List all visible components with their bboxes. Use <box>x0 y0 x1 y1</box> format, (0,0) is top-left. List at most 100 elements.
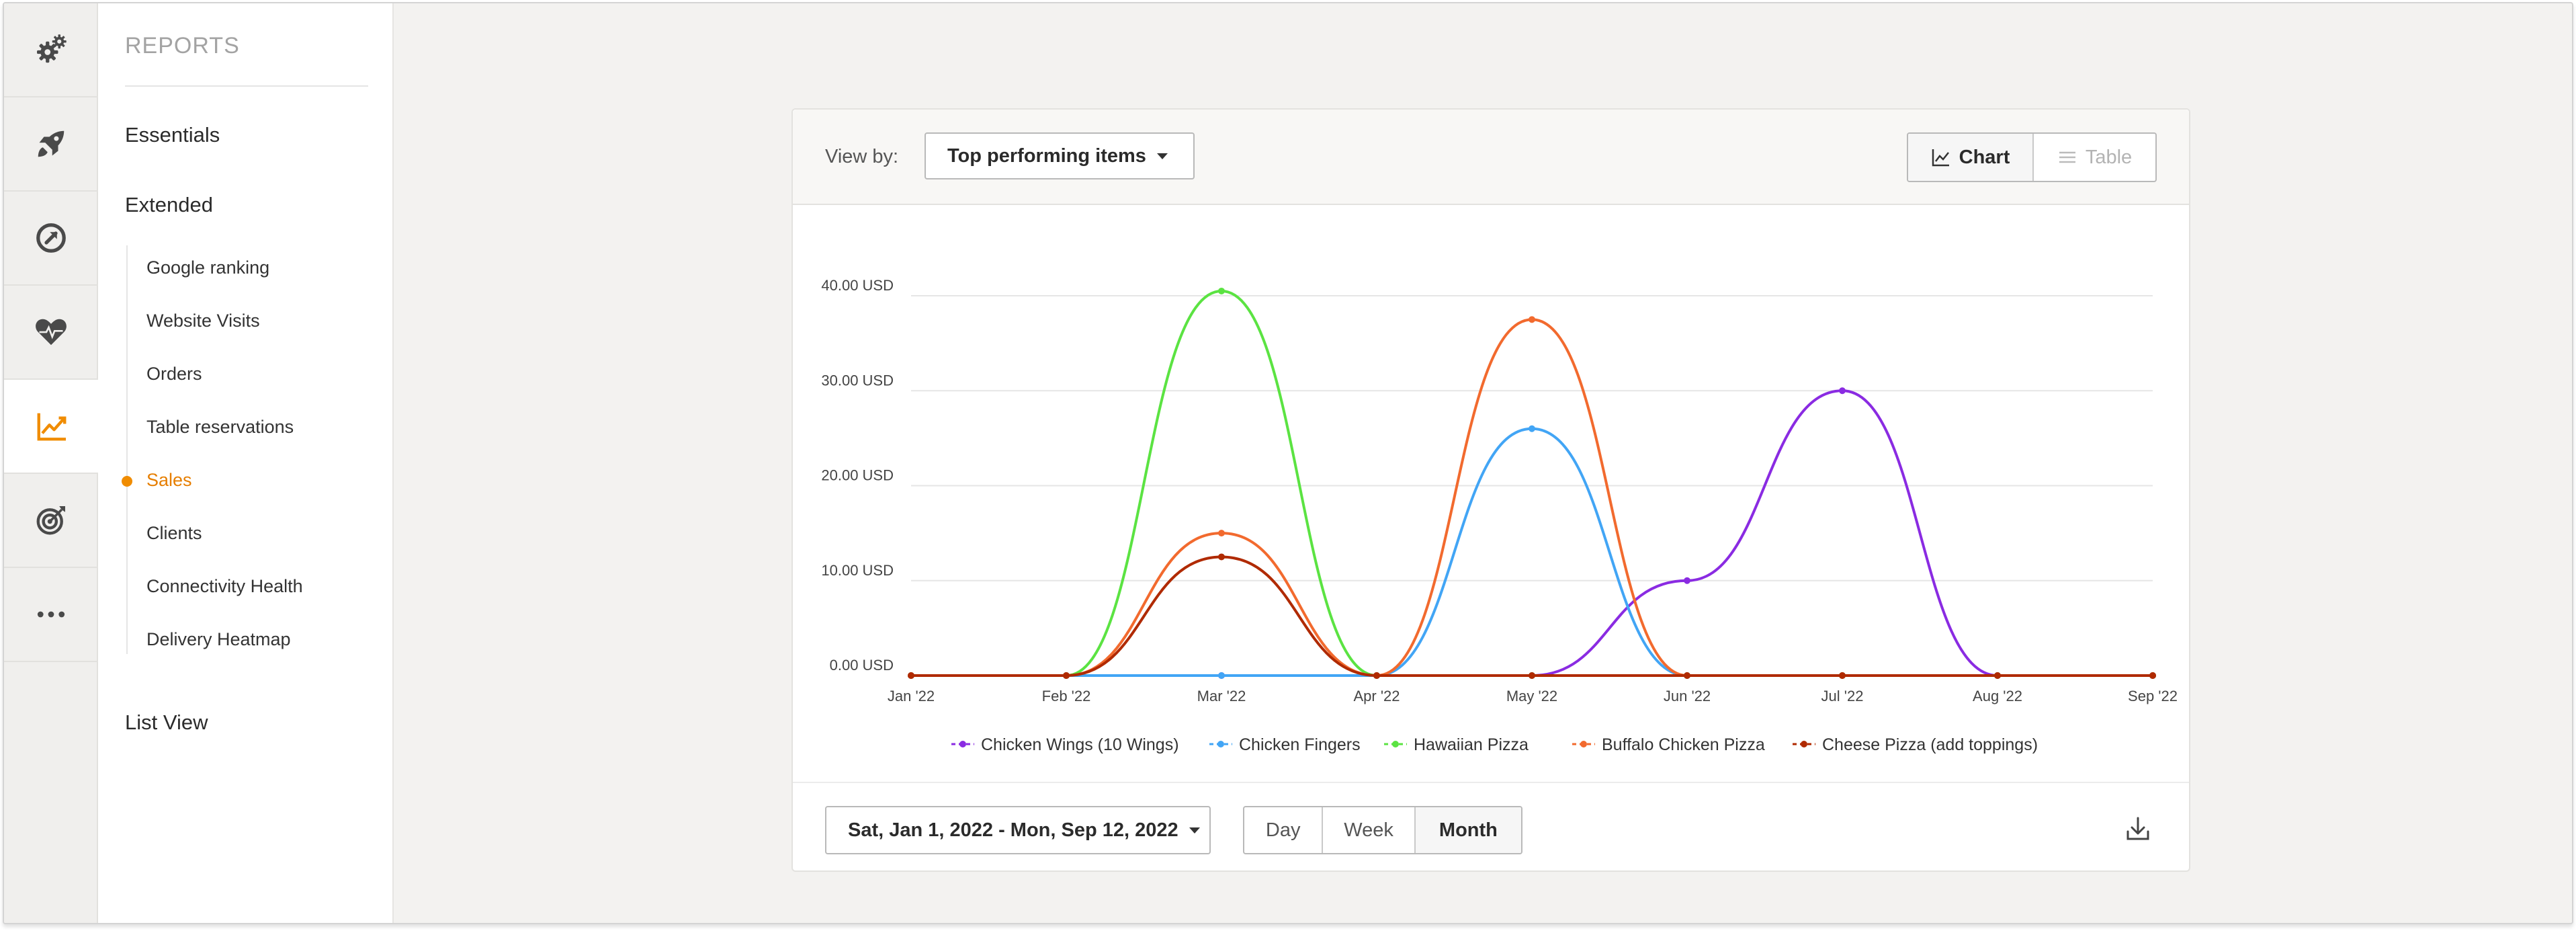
legend-label: Chicken Fingers <box>1239 735 1361 754</box>
chart-line-icon <box>1932 149 1949 167</box>
sales-line-chart: 0.00 USD 10.00 USD 20.00 USD 30.00 USD 40.00… <box>821 277 2178 754</box>
legend-item[interactable]: Chicken Fingers <box>1209 735 1361 754</box>
data-point[interactable] <box>908 672 914 679</box>
x-tick-label: Apr '22 <box>1353 688 1400 704</box>
icon-rail <box>4 3 99 923</box>
submenu-divider <box>125 85 368 87</box>
rail-item-performance[interactable] <box>4 192 98 286</box>
submenu-item-extended[interactable]: Extended <box>125 193 213 216</box>
data-point[interactable] <box>1529 425 1535 432</box>
legend-label: Cheese Pizza (add toppings) <box>1822 735 2038 754</box>
chart-legend[interactable]: Chicken Wings (10 Wings) Chicken Fingers H… <box>951 735 2038 754</box>
list-icon <box>2059 151 2075 163</box>
legend-item[interactable]: Cheese Pizza (add toppings) <box>1793 735 2038 754</box>
rocket-icon <box>38 130 65 157</box>
data-point[interactable] <box>1218 530 1225 537</box>
legend-marker <box>1801 741 1807 747</box>
submenu-item-essentials[interactable]: Essentials <box>125 123 220 147</box>
legend-item[interactable]: Buffalo Chicken Pizza <box>1572 735 1765 754</box>
legend-item[interactable]: Chicken Wings (10 Wings) <box>951 735 1179 754</box>
view-by-label: View by: <box>825 146 899 167</box>
table-view-button[interactable]: Table <box>2034 134 2155 181</box>
active-indicator-dot <box>122 476 132 487</box>
data-point[interactable] <box>1373 672 1380 679</box>
caret-down-icon <box>1156 153 1168 159</box>
chart-series <box>908 287 2156 679</box>
submenu-item-orders[interactable]: Orders <box>146 364 202 384</box>
chart-view-label: Chart <box>1959 146 2010 168</box>
submenu-item-website-visits[interactable]: Website Visits <box>146 311 260 331</box>
y-tick-label: 30.00 USD <box>821 372 894 389</box>
submenu-item-table-reservations[interactable]: Table reservations <box>146 417 294 437</box>
rail-item-launch[interactable] <box>4 97 98 192</box>
legend-label: Buffalo Chicken Pizza <box>1602 735 1765 754</box>
data-point[interactable] <box>2149 672 2156 679</box>
table-view-label: Table <box>2085 146 2133 168</box>
rail-item-marketing[interactable] <box>4 474 98 568</box>
data-point[interactable] <box>1529 316 1535 323</box>
data-point[interactable] <box>1839 387 1846 395</box>
rail-item-more[interactable] <box>4 568 98 662</box>
legend-label: Hawaiian Pizza <box>1414 735 1529 754</box>
target-icon <box>36 506 65 535</box>
granularity-day-button[interactable]: Day <box>1244 807 1324 853</box>
card-toolbar: View by: Top performing items Chart <box>793 110 2189 205</box>
legend-marker <box>959 741 966 747</box>
reports-submenu: REPORTS Essentials Extended Google ranki… <box>98 3 394 923</box>
submenu-item-google-ranking[interactable]: Google ranking <box>146 257 270 278</box>
x-tick-label: Aug '22 <box>1973 688 2022 704</box>
y-tick-label: 10.00 USD <box>821 562 894 579</box>
x-tick-label: Sep '22 <box>2128 688 2178 704</box>
submenu-item-list-view[interactable]: List View <box>125 711 208 734</box>
granularity-week-label: Week <box>1344 819 1393 841</box>
rail-item-health[interactable] <box>4 286 98 380</box>
data-point[interactable] <box>1684 672 1690 679</box>
granularity-toggle: Day Week Month <box>1243 806 1522 854</box>
rail-item-settings[interactable] <box>4 3 98 97</box>
data-point[interactable] <box>1994 672 2001 679</box>
gauge-icon <box>36 223 66 253</box>
chart-table-toggle: Chart Table <box>1907 132 2157 182</box>
x-axis: Jan '22 Feb '22 Mar '22 Apr '22 May '22 Jun '… <box>888 688 2178 704</box>
granularity-month-button[interactable]: Month <box>1415 807 1521 853</box>
date-range-picker[interactable]: Sat, Jan 1, 2022 - Mon, Sep 12, 2022 <box>825 806 1211 854</box>
submenu-header: REPORTS <box>125 33 240 58</box>
data-point[interactable] <box>1839 672 1846 679</box>
data-point[interactable] <box>1529 672 1535 679</box>
granularity-day-label: Day <box>1265 819 1301 841</box>
granularity-week-button[interactable]: Week <box>1323 807 1416 853</box>
submenu-item-clients[interactable]: Clients <box>146 523 202 543</box>
x-tick-label: Jul '22 <box>1821 688 1864 704</box>
data-point[interactable] <box>1218 672 1225 679</box>
chart-grid <box>911 295 2153 676</box>
x-tick-label: Mar '22 <box>1197 688 1246 704</box>
x-tick-label: Jun '22 <box>1664 688 1711 704</box>
submenu-item-sales[interactable]: Sales <box>146 470 192 490</box>
app-window: REPORTS Essentials Extended Google ranki… <box>3 2 2573 924</box>
data-point[interactable] <box>1218 553 1225 561</box>
data-point[interactable] <box>1684 577 1690 584</box>
legend-label: Chicken Wings (10 Wings) <box>981 735 1179 754</box>
y-tick-label: 20.00 USD <box>821 467 894 484</box>
x-tick-label: May '22 <box>1506 688 1557 704</box>
y-tick-label: 40.00 USD <box>821 277 894 294</box>
rail-item-reports[interactable] <box>4 380 99 474</box>
chart-view-button[interactable]: Chart <box>1908 134 2034 181</box>
heart-pulse-icon <box>36 319 67 346</box>
sales-report-card: View by: Top performing items Chart <box>791 108 2190 872</box>
data-point[interactable] <box>1218 287 1225 294</box>
x-tick-label: Jan '22 <box>888 688 935 704</box>
series-line <box>911 389 2153 677</box>
caret-down-icon <box>1189 827 1200 834</box>
legend-marker <box>1217 741 1224 747</box>
x-tick-label: Feb '22 <box>1042 688 1091 704</box>
data-point[interactable] <box>1063 672 1070 679</box>
chart-line-icon <box>37 413 67 441</box>
legend-item[interactable]: Hawaiian Pizza <box>1384 735 1529 754</box>
submenu-item-delivery-heatmap[interactable]: Delivery Heatmap <box>146 629 291 649</box>
gears-icon <box>37 34 67 63</box>
view-by-dropdown[interactable]: Top performing items <box>925 132 1195 179</box>
submenu-item-connectivity-health[interactable]: Connectivity Health <box>146 576 303 596</box>
more-icon <box>37 611 65 618</box>
download-icon[interactable] <box>2124 815 2151 842</box>
